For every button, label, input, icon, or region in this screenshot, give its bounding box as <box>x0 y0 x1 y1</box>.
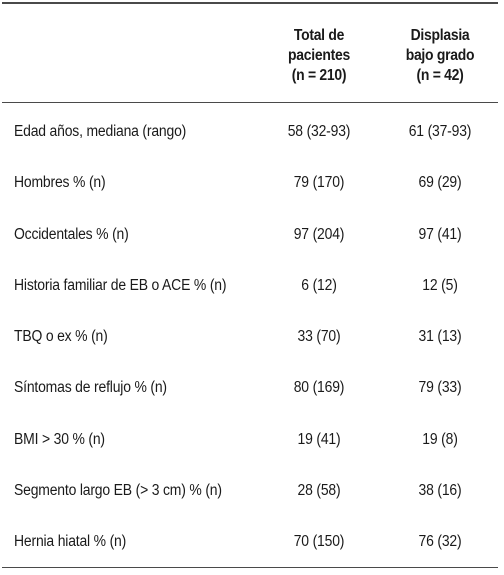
column-header-displasia-line-3: (n = 42) <box>416 67 464 84</box>
row-total-value: 70 (150) <box>293 533 345 551</box>
row-label: Segmento largo EB (> 3 cm) % (n) <box>14 482 222 500</box>
row-total-value: 58 (32-93) <box>287 123 351 140</box>
row-displasia-value: 76 (32) <box>418 533 462 551</box>
row-label: BMI > 30 % (n) <box>14 430 105 448</box>
column-header-displasia-line-2: bajo grado <box>405 47 475 64</box>
row-total-value: 80 (169) <box>293 379 345 397</box>
column-header-total-line-3: (n = 210) <box>291 67 347 84</box>
row-label: TBQ o ex % (n) <box>14 328 108 346</box>
table-row: Síntomas de reflujo % (n) 80 (169) 79 (3… <box>2 359 498 410</box>
table-row: TBQ o ex % (n) 33 (70) 31 (13) <box>2 308 498 359</box>
table-row: Edad años, mediana (rango) 58 (32-93) 61… <box>2 103 498 154</box>
row-label: Síntomas de reflujo % (n) <box>14 379 167 397</box>
table-row: Historia familiar de EB o ACE % (n) 6 (1… <box>2 257 498 308</box>
row-label: Hombres % (n) <box>14 174 106 192</box>
row-displasia-value: 12 (5) <box>422 276 458 294</box>
table-body: Edad años, mediana (rango) 58 (32-93) 61… <box>2 103 498 565</box>
column-header-displasia-line-1: Displasia <box>410 27 470 44</box>
row-displasia-value: 31 (13) <box>418 328 462 346</box>
table-row: Hernia hiatal % (n) 70 (150) 76 (32) <box>2 513 498 564</box>
row-displasia-value: 38 (16) <box>418 482 462 500</box>
column-header-total-line-2: pacientes <box>288 47 350 64</box>
row-label: Hernia hiatal % (n) <box>14 533 127 551</box>
row-total-value: 79 (170) <box>293 174 345 192</box>
row-displasia-value: 69 (29) <box>418 174 462 192</box>
table-header: Total de pacientes (n = 210) Displasia b… <box>2 4 498 103</box>
row-total-value: 28 (58) <box>297 482 341 500</box>
table-row: Hombres % (n) 79 (170) 69 (29) <box>2 154 498 205</box>
row-total-value: 6 (12) <box>301 276 337 294</box>
column-header-total: Total de pacientes (n = 210) <box>270 26 369 86</box>
row-total-value: 19 (41) <box>297 430 341 448</box>
row-label: Occidentales % (n) <box>14 225 129 243</box>
row-label: Edad años, mediana (rango) <box>14 123 187 140</box>
row-displasia-value: 97 (41) <box>418 225 462 243</box>
row-displasia-value: 79 (33) <box>418 379 462 397</box>
table-row: Segmento largo EB (> 3 cm) % (n) 28 (58)… <box>2 462 498 513</box>
data-table: Total de pacientes (n = 210) Displasia b… <box>2 2 498 568</box>
column-header-total-line-1: Total de <box>293 27 345 44</box>
table-row: BMI > 30 % (n) 19 (41) 19 (8) <box>2 411 498 462</box>
row-total-value: 97 (204) <box>293 225 345 243</box>
row-label: Historia familiar de EB o ACE % (n) <box>14 276 227 294</box>
row-total-value: 33 (70) <box>297 328 341 346</box>
row-displasia-value: 19 (8) <box>422 430 458 448</box>
table-row: Occidentales % (n) 97 (204) 97 (41) <box>2 206 498 257</box>
row-displasia-value: 61 (37-93) <box>408 123 472 140</box>
column-header-displasia: Displasia bajo grado (n = 42) <box>391 26 490 86</box>
